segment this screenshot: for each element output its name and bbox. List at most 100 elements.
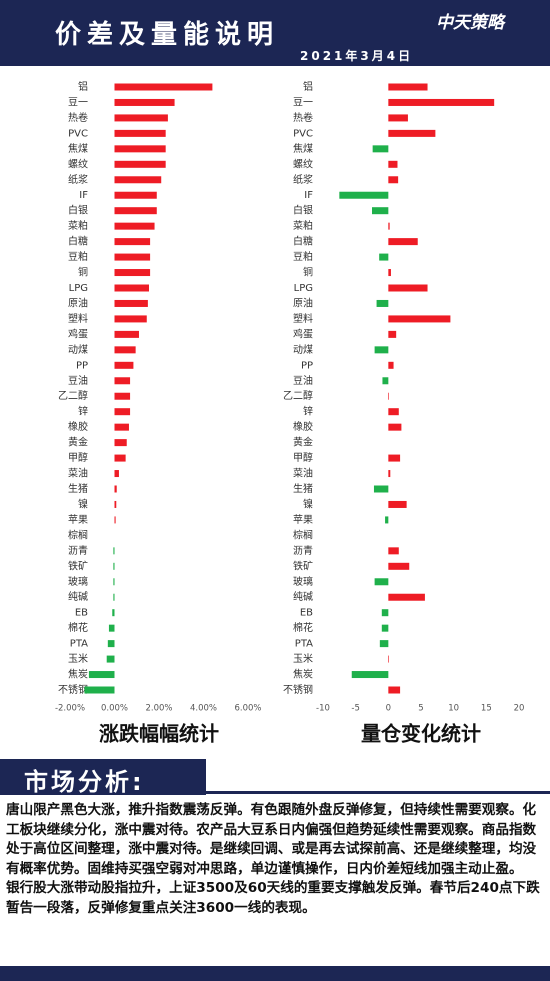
bar xyxy=(114,377,131,385)
analysis-text: 唐山限产黑色大涨，推升指数震荡反弹。有色跟随外盘反弹修复，但持续性需要观察。化工… xyxy=(6,801,544,918)
bar xyxy=(388,593,425,601)
category-label: PVC xyxy=(293,128,313,139)
category-label: 白糖 xyxy=(68,235,88,248)
bar xyxy=(372,145,389,153)
bar xyxy=(114,346,136,354)
bar xyxy=(114,315,147,323)
x-tick-label: 0.00% xyxy=(101,704,128,714)
bar xyxy=(388,655,389,663)
bar xyxy=(388,83,428,91)
category-label: 镍 xyxy=(303,497,313,510)
bar xyxy=(388,686,401,694)
category-label: 白银 xyxy=(293,204,313,217)
bar xyxy=(114,83,213,91)
bar xyxy=(107,640,115,648)
bar xyxy=(114,207,157,215)
x-tick-label: 6.00% xyxy=(234,704,261,714)
bar xyxy=(388,315,451,323)
bar xyxy=(374,346,389,354)
category-label: 铜 xyxy=(303,267,313,279)
bar xyxy=(114,500,117,508)
category-label: 塑料 xyxy=(293,312,313,325)
bar xyxy=(114,454,126,462)
category-label: 原油 xyxy=(293,296,313,309)
bar xyxy=(114,160,166,168)
bar xyxy=(114,269,151,277)
bar xyxy=(351,671,389,679)
category-label: 白银 xyxy=(68,204,88,217)
x-tick-label: 0 xyxy=(386,704,391,714)
category-label: 焦炭 xyxy=(293,668,313,681)
bar xyxy=(114,238,151,246)
bar xyxy=(113,562,115,570)
chart-caption: 涨跌幅幅统计 xyxy=(99,722,219,746)
bar xyxy=(388,500,407,508)
x-tick-label: -5 xyxy=(351,704,359,714)
category-label: 焦煤 xyxy=(293,142,313,155)
category-label: 棕榈 xyxy=(293,528,313,541)
category-label: 生猪 xyxy=(68,482,88,495)
bar xyxy=(381,609,389,617)
x-tick-label: 2.00% xyxy=(145,704,172,714)
bar xyxy=(113,547,115,555)
bar xyxy=(114,191,157,199)
header-band: 价差及量能说明 中天策略 2021年3月4日 xyxy=(0,0,550,66)
category-label: IF xyxy=(79,190,88,201)
x-tick-label: 20 xyxy=(514,704,525,714)
category-label: 热卷 xyxy=(293,111,313,124)
bar xyxy=(114,284,149,292)
category-label: 螺纹 xyxy=(293,157,313,170)
x-tick-label: 15 xyxy=(481,704,492,714)
category-label: 苹果 xyxy=(68,513,88,526)
category-label: 不锈钢 xyxy=(283,683,313,696)
x-tick-label: -10 xyxy=(316,704,330,714)
bar xyxy=(114,176,162,184)
category-label: 纯碱 xyxy=(68,590,88,603)
bar xyxy=(114,299,148,307)
category-label: 焦炭 xyxy=(68,668,88,681)
category-label: PVC xyxy=(68,128,88,139)
bar xyxy=(388,423,402,431)
category-label: 甲醇 xyxy=(293,451,313,464)
category-label: 沥青 xyxy=(293,544,313,557)
category-label: 棉花 xyxy=(68,621,88,634)
category-label: 棉花 xyxy=(293,621,313,634)
category-label: 玻璃 xyxy=(293,575,313,588)
bar xyxy=(379,640,389,648)
bar xyxy=(113,593,115,601)
category-label: 铁矿 xyxy=(293,559,313,572)
bar xyxy=(388,98,495,106)
category-label: 棕榈 xyxy=(68,528,88,541)
category-label: 铝 xyxy=(78,81,88,93)
category-label: 菜粕 xyxy=(293,219,313,232)
bar xyxy=(112,609,115,617)
category-label: 锌 xyxy=(303,405,313,418)
category-label: 纸浆 xyxy=(293,173,313,186)
category-label: 动煤 xyxy=(68,343,88,356)
bar xyxy=(114,439,127,447)
category-label: 玉米 xyxy=(293,652,313,665)
x-tick-label: -2.00% xyxy=(55,704,85,714)
category-label: LPG xyxy=(69,283,88,294)
category-label: 不锈钢 xyxy=(58,683,88,696)
page-title: 价差及量能说明 xyxy=(55,20,280,50)
bar xyxy=(388,361,394,369)
category-label: 纯碱 xyxy=(293,590,313,603)
bar xyxy=(84,686,115,694)
category-label: 沥青 xyxy=(68,544,88,557)
logo: 中天策略 xyxy=(436,13,504,33)
bar xyxy=(108,624,115,632)
category-label: PP xyxy=(301,360,313,371)
category-label: 豆粕 xyxy=(68,250,88,263)
bar xyxy=(376,299,389,307)
category-label: 橡胶 xyxy=(68,420,88,433)
category-label: 动煤 xyxy=(293,343,313,356)
bar xyxy=(388,470,391,478)
category-label: 豆油 xyxy=(293,374,313,387)
category-label: LPG xyxy=(294,283,313,294)
category-label: 玉米 xyxy=(68,652,88,665)
bar xyxy=(114,516,116,524)
category-label: IF xyxy=(304,190,313,201)
